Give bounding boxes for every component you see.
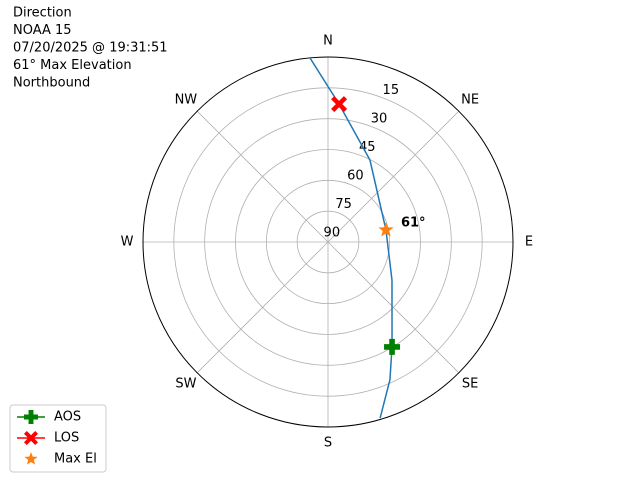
polar-frame — [142, 56, 514, 428]
radial-tick-label: 45 — [359, 140, 376, 155]
legend-marker — [24, 410, 38, 424]
legend-label: AOS — [54, 410, 81, 425]
azimuth-label: NE — [461, 92, 479, 107]
legend: AOS LOS Max El — [9, 404, 107, 473]
azimuth-label: SW — [175, 377, 196, 392]
legend-box — [9, 404, 107, 473]
radial-tick-label: 90 — [324, 225, 341, 240]
radial-tick-label: 60 — [347, 168, 364, 183]
legend-marker — [24, 452, 38, 465]
marker-x — [331, 96, 348, 113]
marker-plus — [384, 338, 401, 355]
radial-tick-label: 15 — [383, 83, 400, 98]
title-line: Direction — [13, 6, 72, 21]
azimuth-label: N — [323, 34, 333, 49]
title-line: 07/20/2025 @ 19:31:51 — [13, 41, 168, 56]
azimuth-label: NW — [175, 92, 198, 107]
grid-spoke — [196, 241, 329, 374]
pass-track — [309, 57, 393, 419]
azimuth-label: SE — [462, 377, 478, 392]
title-line: Northbound — [13, 76, 90, 91]
legend-label: Max El — [54, 452, 97, 467]
grid-spoke — [327, 241, 460, 374]
azimuth-label: E — [525, 235, 533, 250]
azimuth-label: S — [324, 436, 332, 451]
radial-tick-label: 75 — [335, 197, 352, 212]
value-label: 61° — [401, 215, 426, 230]
grid-spoke — [327, 110, 460, 243]
title-line: NOAA 15 — [13, 23, 72, 38]
azimuth-label: W — [121, 235, 134, 250]
marker-star — [378, 221, 394, 237]
title-line: 61° Max Elevation — [13, 58, 132, 73]
grid-spoke — [196, 110, 329, 243]
radial-tick-label: 30 — [371, 111, 388, 126]
legend-label: LOS — [54, 431, 79, 446]
legend-marker — [24, 431, 38, 445]
